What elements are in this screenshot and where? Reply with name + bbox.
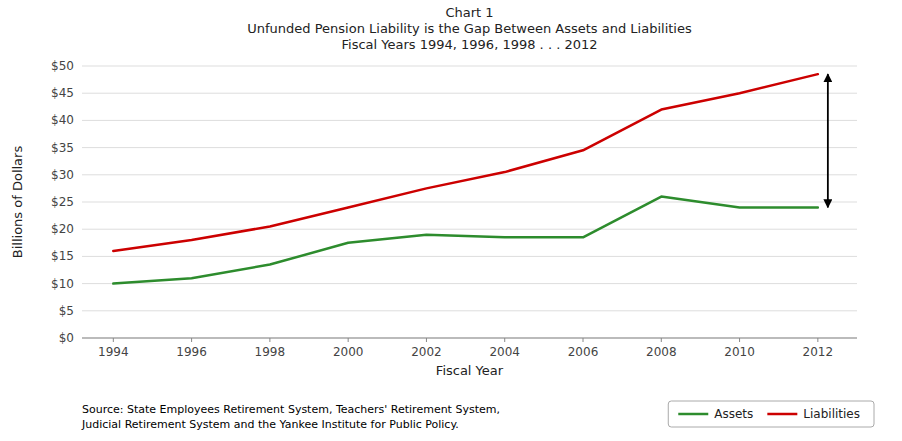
grid-line (82, 120, 857, 121)
x-tick (113, 338, 114, 342)
x-tick-label: 2002 (411, 345, 442, 359)
legend-swatch (767, 413, 797, 416)
y-tick-label: $15 (51, 249, 74, 263)
x-tick-label: 2000 (333, 345, 364, 359)
y-tick-label: $20 (51, 222, 74, 236)
x-tick-label: 2008 (646, 345, 677, 359)
y-tick-label: $50 (51, 59, 74, 73)
x-axis-line (82, 338, 857, 339)
x-tick (269, 338, 270, 342)
title: Chart 1 (445, 5, 493, 20)
grid (82, 66, 857, 338)
x-tick (661, 338, 662, 342)
grid-line (82, 283, 857, 284)
y-axis-label: Billions of Dollars (10, 146, 25, 259)
grid-line (82, 256, 857, 257)
source-line: Source: State Employees Retirement Syste… (82, 403, 500, 416)
x-tick (817, 338, 818, 342)
grid-line (82, 229, 857, 230)
source-line: Judicial Retirement System and the Yanke… (81, 418, 459, 431)
x-tick (426, 338, 427, 342)
grid-line (82, 338, 857, 339)
x-tick (348, 338, 349, 342)
grid-line (82, 310, 857, 311)
legend-box (668, 401, 874, 427)
legend-swatch (678, 413, 708, 416)
y-tick-label: $40 (51, 113, 74, 127)
x-tick (504, 338, 505, 342)
y-tick-label: $5 (59, 304, 74, 318)
background (0, 0, 902, 441)
x-tick-label: 1996 (176, 345, 207, 359)
plot-area (113, 74, 818, 283)
legend-label: Assets (714, 407, 753, 421)
legend: Assets Liabilities (668, 401, 874, 427)
x-tick (191, 338, 192, 342)
series-line (113, 197, 818, 284)
grid-line (82, 147, 857, 148)
y-tick-label: $10 (51, 277, 74, 291)
x-tick-label: 1994 (98, 345, 129, 359)
y-tick-label: $35 (51, 141, 74, 155)
legend-label: Liabilities (803, 407, 860, 421)
chart: Chart 1Unfunded Pension Liability is the… (0, 0, 902, 441)
x-tick-label: 2012 (803, 345, 834, 359)
y-tick-label: $45 (51, 86, 74, 100)
x-tick-label: 2010 (724, 345, 755, 359)
x-tick (739, 338, 740, 342)
y-tick-label: $25 (51, 195, 74, 209)
title: Fiscal Years 1994, 1996, 1998 . . . 2012 (342, 37, 598, 52)
gap-arrow (827, 74, 829, 207)
title: Unfunded Pension Liability is the Gap Be… (247, 21, 692, 36)
source-note: Source: State Employees Retirement Syste… (81, 403, 500, 431)
x-tick (583, 338, 584, 342)
x-tick-label: 2004 (489, 345, 520, 359)
x-tick-label: 2006 (568, 345, 599, 359)
y-tick-label: $30 (51, 168, 74, 182)
x-axis-label: Fiscal Year (436, 363, 504, 378)
grid-line (82, 174, 857, 175)
y-tick-label: $0 (59, 331, 74, 345)
grid-line (82, 202, 857, 203)
series-line (113, 74, 818, 251)
grid-line (82, 66, 857, 67)
x-tick-label: 1998 (255, 345, 286, 359)
